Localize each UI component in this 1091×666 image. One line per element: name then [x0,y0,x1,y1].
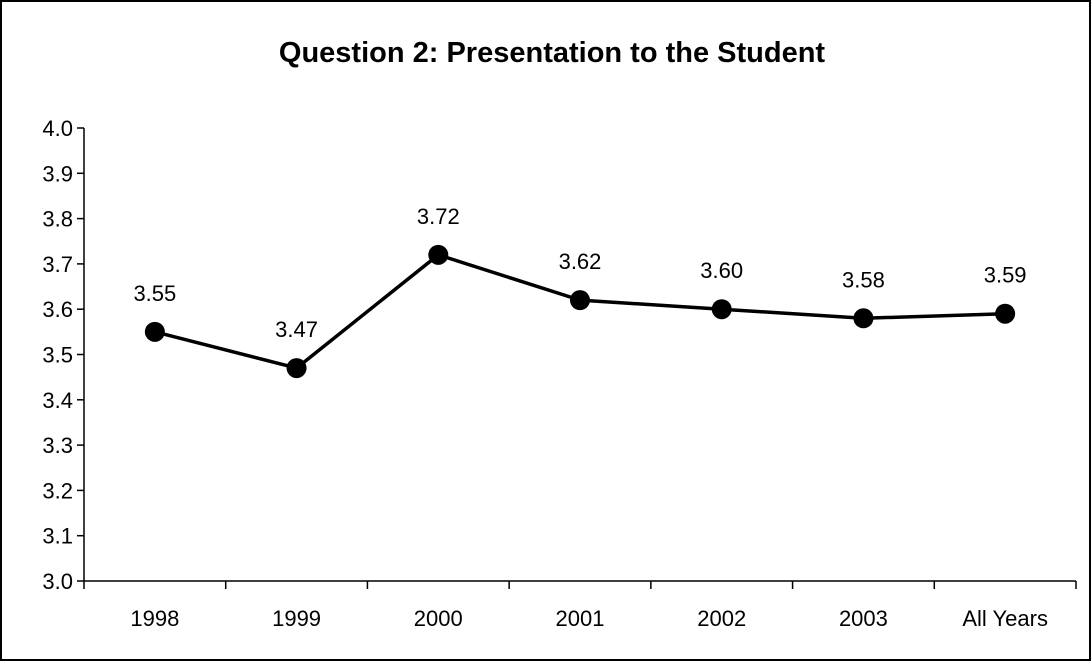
y-tick-label: 3.0 [42,569,73,594]
data-label: 3.58 [842,267,885,292]
data-label: 3.60 [700,258,743,283]
y-tick-label: 3.6 [42,297,73,322]
y-tick-label: 3.2 [42,478,73,503]
y-tick-label: 3.7 [42,252,73,277]
y-tick-label: 3.5 [42,343,73,368]
data-point [428,244,449,265]
chart-title: Question 2: Presentation to the Student [279,37,826,69]
data-label: 3.59 [984,263,1027,288]
y-tick-label: 3.1 [42,524,73,549]
x-tick-label: 2001 [556,606,605,631]
data-label: 3.47 [275,317,318,342]
x-tick-label: 2003 [839,606,888,631]
y-tick-label: 3.4 [42,388,73,413]
data-point [853,308,874,329]
data-point [144,321,165,342]
y-tick-label: 3.3 [42,433,73,458]
x-tick-label: 1999 [272,606,321,631]
plot-area: 3.0 3.1 3.2 3.3 3.4 3.5 3.6 3.7 3.8 3.9 4.0 1998 199… [42,116,1077,631]
data-point [286,358,307,379]
x-tick-label: 2002 [697,606,746,631]
data-label: 3.62 [559,249,602,274]
x-tick-label: 2000 [414,606,463,631]
x-tick-label: All Years [962,606,1048,631]
data-label: 3.55 [133,281,176,306]
x-tick-label: 1998 [130,606,179,631]
data-label: 3.72 [417,204,460,229]
y-tick-label: 3.9 [42,161,73,186]
data-point [711,299,732,320]
y-tick-label: 4.0 [42,116,73,141]
data-point [995,303,1016,324]
y-tick-label: 3.8 [42,207,73,232]
data-point [570,290,590,311]
